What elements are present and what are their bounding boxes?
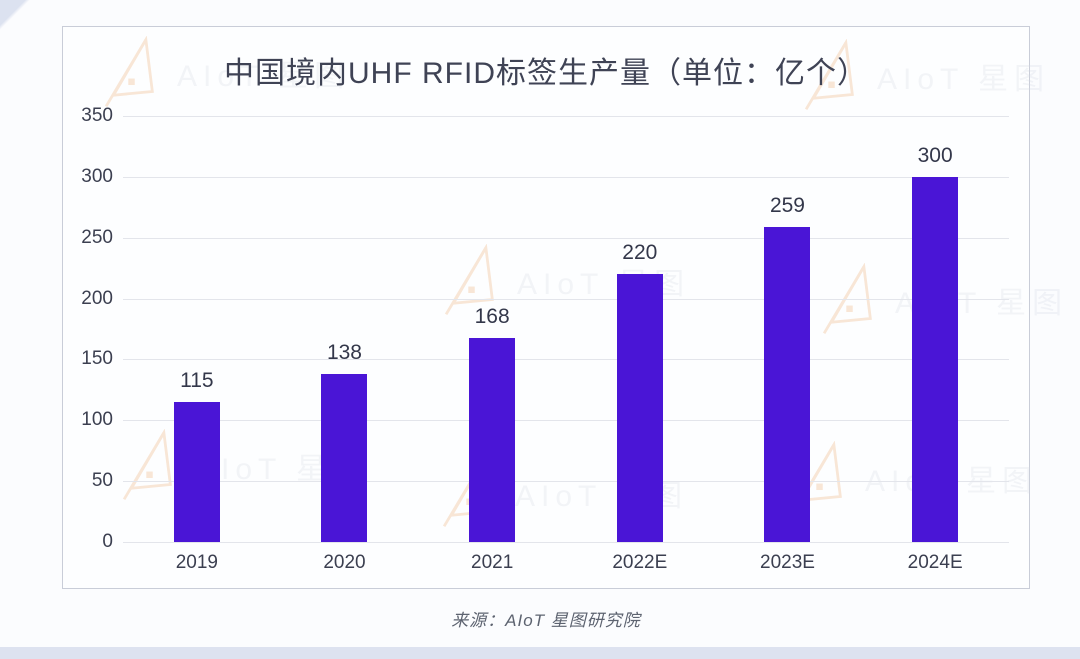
bar-slot-2024E: 300 2024E bbox=[861, 116, 1009, 573]
gridline-50 bbox=[123, 481, 1009, 483]
x-axis-tick-2022E: 2022E bbox=[612, 552, 668, 573]
y-axis-tick-250: 250 bbox=[81, 226, 113, 248]
plot-area: 0 50 100 150 200 250 300 350 115 2019 138 2020 168 20… bbox=[81, 105, 1009, 573]
x-axis-tick-2021: 2021 bbox=[471, 552, 514, 573]
bar-value-2021: 168 bbox=[474, 305, 510, 328]
chart-title: 中国境内UHF RFID标签生产量（单位：亿个） bbox=[224, 57, 868, 90]
gridline-250 bbox=[123, 237, 1009, 239]
bar-value-2019: 115 bbox=[180, 369, 214, 392]
chart-card: AIoT 星图 AIoT 星图 AIoT 星图 AIoT 星图 AIoT 星图 … bbox=[62, 26, 1062, 589]
y-axis-tick-200: 200 bbox=[81, 287, 113, 309]
x-axis-tick-2023E: 2023E bbox=[760, 552, 815, 573]
bar-value-2024E: 300 bbox=[917, 144, 953, 167]
bar-value-2020: 138 bbox=[326, 341, 362, 364]
bar-slot-2023E: 259 2023E bbox=[714, 116, 862, 573]
gridline-350 bbox=[123, 116, 1009, 117]
bottom-strip bbox=[0, 647, 1080, 659]
gridline-200 bbox=[123, 298, 1009, 300]
bar-value-2022E: 220 bbox=[622, 241, 658, 264]
source-line: 来源：AIoT 星图研究院 bbox=[451, 611, 641, 630]
bar-slot-2020: 138 2020 bbox=[271, 116, 419, 573]
bar-2021 bbox=[469, 338, 516, 542]
bar-slot-2022E: 220 2022E bbox=[566, 116, 714, 573]
bar-slot-2019: 115 2019 bbox=[123, 116, 271, 573]
y-axis-tick-350: 350 bbox=[81, 105, 113, 126]
y-axis-tick-100: 100 bbox=[81, 409, 113, 431]
bar-2020 bbox=[321, 374, 368, 542]
bar-2023E bbox=[764, 227, 811, 542]
y-axis-tick-150: 150 bbox=[81, 348, 113, 370]
bar-2019 bbox=[173, 402, 220, 542]
y-axis-tick-0: 0 bbox=[102, 531, 113, 552]
gridline-300 bbox=[123, 176, 1009, 178]
bar-2024E bbox=[912, 177, 959, 542]
x-axis-tick-2024E: 2024E bbox=[907, 552, 963, 573]
y-axis-tick-300: 300 bbox=[81, 165, 113, 187]
y-axis-tick-50: 50 bbox=[91, 470, 113, 492]
corner-accent bbox=[0, 0, 30, 30]
bar-slot-2021: 168 2021 bbox=[418, 116, 566, 573]
gridline-100 bbox=[123, 420, 1009, 422]
bar-2022E bbox=[616, 274, 663, 542]
gridline-0 bbox=[123, 542, 1009, 543]
gridline-150 bbox=[123, 359, 1009, 361]
x-axis-tick-2019: 2019 bbox=[175, 552, 218, 573]
bar-value-2023E: 259 bbox=[769, 194, 805, 217]
x-axis-tick-2020: 2020 bbox=[323, 552, 366, 573]
